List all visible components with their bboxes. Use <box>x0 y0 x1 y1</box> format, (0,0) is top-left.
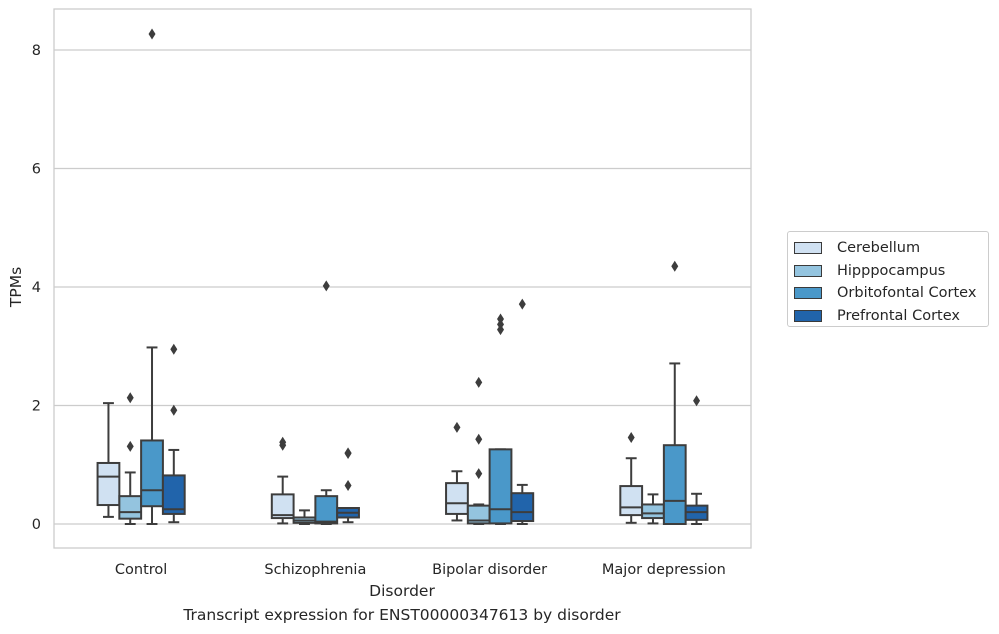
legend-label: Hipppocampus <box>837 262 946 279</box>
outlier-point <box>453 421 461 433</box>
legend-item: Prefrontal Cortex <box>794 305 988 328</box>
box-layer <box>96 28 709 526</box>
y-tick-label: 0 <box>32 517 41 533</box>
legend: Cerebellum Hipppocampus Orbitofontal Corte… <box>787 231 989 327</box>
outlier-point <box>344 447 352 459</box>
box-iqr <box>118 495 143 520</box>
x-tick-label: Bipolar disorder <box>432 562 547 578</box>
outlier-point <box>693 395 701 407</box>
box-0-0 <box>96 402 121 518</box>
outlier-point <box>671 260 679 272</box>
legend-item: Cerebellum <box>794 237 988 260</box>
outlier-point <box>148 28 156 40</box>
box-1-1 <box>292 509 317 525</box>
outlier-point <box>126 440 134 452</box>
y-tick-label: 2 <box>32 399 41 415</box>
legend-label: Cerebellum <box>837 240 921 257</box>
outlier-point <box>497 313 505 325</box>
box-iqr <box>96 461 121 507</box>
outlier-point <box>126 392 134 404</box>
box-1-2 <box>314 280 339 525</box>
legend-label: Orbitofontal Cortex <box>837 285 977 302</box>
box-3-1 <box>641 493 665 525</box>
x-tick-label: Schizophrenia <box>264 562 366 578</box>
x-tick-labels: Control Schizophrenia Bipolar disorder Majo… <box>115 562 726 578</box>
legend-item: Orbitofontal Cortex <box>794 282 988 305</box>
outlier-point <box>475 376 483 388</box>
y-axis-label: TPMs <box>7 267 25 308</box>
box-0-1 <box>118 392 143 525</box>
box-2-3 <box>510 298 535 525</box>
legend-swatch <box>794 309 822 322</box>
box-2-2 <box>488 313 513 525</box>
box-1-3 <box>336 447 360 524</box>
box-iqr <box>510 492 535 523</box>
legend-item: Hipppocampus <box>794 260 988 283</box>
box-iqr <box>314 495 339 525</box>
box-iqr <box>445 482 469 515</box>
outlier-point <box>627 431 635 443</box>
box-3-2 <box>662 260 687 526</box>
box-3-3 <box>684 395 709 525</box>
box-iqr <box>619 485 644 517</box>
y-tick-label: 6 <box>32 162 41 178</box>
y-tick-label: 4 <box>32 280 41 296</box>
box-iqr <box>140 439 164 508</box>
box-2-0 <box>445 421 469 522</box>
outlier-point <box>344 479 352 491</box>
legend-swatch <box>794 287 822 300</box>
box-iqr <box>488 448 513 525</box>
x-tick-label: Major depression <box>602 562 726 578</box>
outlier-point <box>322 280 330 292</box>
legend-swatch <box>794 242 822 255</box>
outlier-point <box>475 433 483 445</box>
legend-label: Prefrontal Cortex <box>837 307 960 324</box>
outlier-point <box>475 468 483 480</box>
box-iqr <box>641 503 665 520</box>
x-axis-label: Disorder <box>369 582 435 600</box>
y-tick-label: 8 <box>32 43 41 59</box>
chart-caption: Transcript expression for ENST0000034761… <box>183 606 621 624</box>
outlier-point <box>518 298 526 310</box>
outlier-point <box>279 436 287 448</box>
box-2-1 <box>466 376 491 525</box>
box-0-3 <box>161 343 186 524</box>
box-iqr <box>662 444 687 526</box>
legend-swatch <box>794 264 822 277</box>
grid-lines <box>54 49 751 525</box>
box-1-0 <box>270 436 295 525</box>
box-3-0 <box>619 431 644 524</box>
outlier-point <box>170 404 178 416</box>
x-tick-label: Control <box>115 562 167 578</box>
box-iqr <box>161 474 186 515</box>
outlier-point <box>170 343 178 355</box>
box-0-2 <box>140 28 164 525</box>
y-tick-labels: 0 2 4 6 8 <box>32 43 41 533</box>
plot-frame <box>53 8 752 549</box>
box-iqr <box>270 493 295 520</box>
